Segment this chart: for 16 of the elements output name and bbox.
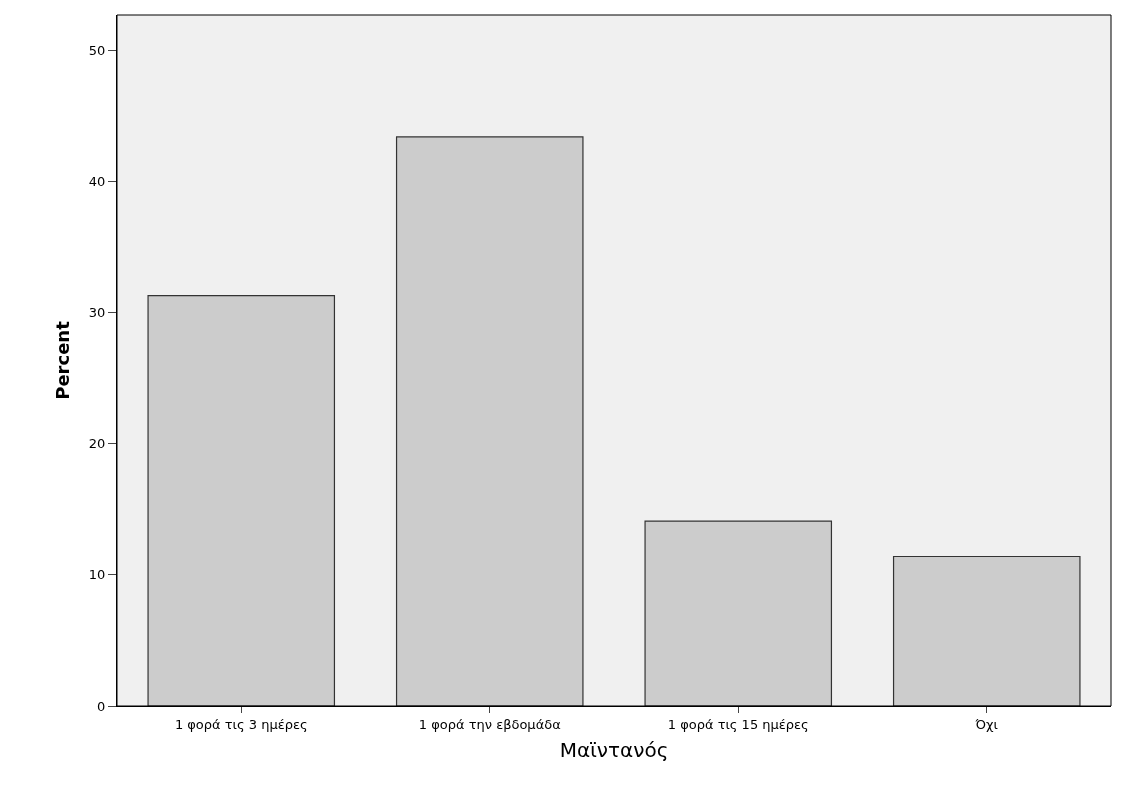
y-tick-label: 30 [88, 305, 106, 321]
bar [644, 520, 833, 706]
x-tick-label: 1 φορά τις 15 ημέρες [667, 716, 809, 732]
x-axis-title: Μαϊντανός [559, 738, 669, 763]
y-axis-title: Percent [52, 320, 74, 400]
y-tick-label: 10 [88, 567, 106, 583]
x-tick-label: Όχι [974, 716, 998, 732]
bar [147, 295, 336, 706]
y-tick-label: 50 [88, 42, 106, 58]
x-tick-label: 1 φορά την εβδομάδα [418, 716, 561, 732]
y-tick-label: 40 [88, 174, 106, 190]
y-tick-label: 0 [97, 698, 106, 714]
bar [395, 136, 584, 706]
y-tick-label: 20 [88, 436, 106, 452]
bar [892, 555, 1081, 706]
x-tick-label: 1 φορά τις 3 ημέρες [174, 716, 308, 732]
